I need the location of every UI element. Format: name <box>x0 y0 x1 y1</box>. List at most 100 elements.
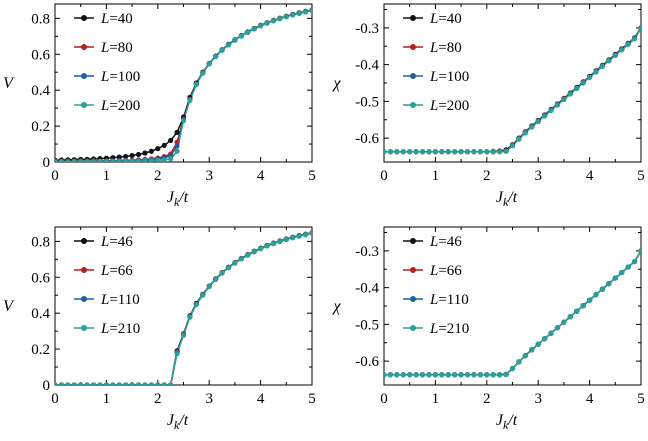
data-point <box>522 130 528 136</box>
y-tick-label: -0.6 <box>355 131 379 147</box>
legend-marker <box>81 238 87 244</box>
data-point <box>535 118 541 125</box>
data-point <box>155 157 161 162</box>
legend-marker <box>410 44 416 50</box>
x-axis-label: Jk/t <box>167 412 189 432</box>
legend-label: L=210 <box>100 321 140 337</box>
data-point <box>522 353 528 359</box>
data-point <box>161 157 167 162</box>
y-tick-label: -0.4 <box>355 58 379 74</box>
data-point <box>529 347 535 353</box>
legend-marker <box>81 102 87 108</box>
data-point <box>400 149 406 155</box>
legend: L=40 L=80 L=100 L=200 <box>403 11 469 114</box>
data-point <box>135 158 142 162</box>
data-point <box>258 246 264 252</box>
x-tick-label: 3 <box>205 168 213 184</box>
data-point <box>593 69 599 75</box>
y-tick-label: 0.4 <box>31 306 50 322</box>
y-tick-label: -0.4 <box>355 281 379 297</box>
data-point <box>407 372 413 378</box>
y-tick-label: 0.4 <box>31 83 50 99</box>
data-point <box>206 61 212 67</box>
data-point <box>574 308 580 314</box>
y-tick-label: -0.3 <box>355 244 379 260</box>
data-point <box>258 23 264 29</box>
panel-b: 0 1 2 3 4 5 -0.6 -0.5 -0.4 -0.3 χ Jk/t L=40 L=80 L=100… <box>331 3 645 209</box>
data-point <box>445 149 451 155</box>
data-point <box>78 382 84 385</box>
x-tick-label: 2 <box>483 168 491 184</box>
data-point <box>174 139 180 145</box>
series-line <box>55 232 312 385</box>
data-point <box>245 252 251 258</box>
data-point <box>387 372 394 378</box>
data-point <box>452 372 458 378</box>
data-point <box>135 382 142 385</box>
data-point <box>110 382 116 385</box>
data-point <box>103 382 109 385</box>
data-point <box>509 143 516 149</box>
data-point <box>464 149 471 155</box>
x-tick-label: 4 <box>586 168 594 184</box>
legend-label: L=110 <box>429 292 469 308</box>
data-point <box>155 146 161 152</box>
data-point <box>55 159 58 162</box>
data-point <box>110 158 116 162</box>
legend-marker <box>410 238 416 244</box>
x-tick-label: 2 <box>154 391 162 407</box>
data-point <box>213 54 219 60</box>
data-point <box>58 159 65 162</box>
data-point <box>283 236 289 243</box>
data-point <box>484 149 490 155</box>
data-point <box>225 42 232 48</box>
data-point <box>593 292 599 298</box>
data-point <box>264 20 270 26</box>
x-tick-label: 5 <box>637 168 645 184</box>
data-point <box>394 372 400 378</box>
data-point <box>419 149 426 155</box>
y-axis-label: χ <box>331 298 341 315</box>
data-point <box>426 149 432 155</box>
y-tick-label: 0 <box>43 378 51 394</box>
data-point <box>606 280 612 287</box>
data-point <box>567 314 573 320</box>
x-tick-label: 1 <box>432 391 440 407</box>
y-tick-label: 0 <box>43 155 51 171</box>
x-tick-label: 4 <box>257 391 265 407</box>
data-point <box>84 159 90 162</box>
legend: L=40 L=80 L=100 L=200 <box>74 11 140 114</box>
x-tick-label: 3 <box>205 391 213 407</box>
data-point <box>161 382 167 385</box>
data-point <box>561 319 567 325</box>
data-point <box>78 159 84 162</box>
data-point <box>516 136 522 142</box>
data-point <box>548 107 554 114</box>
data-point <box>631 258 638 265</box>
data-point <box>638 248 641 254</box>
data-point <box>251 26 257 32</box>
data-point <box>142 158 148 162</box>
data-point <box>219 270 225 276</box>
data-point <box>129 152 135 159</box>
data-point <box>309 7 312 14</box>
data-point <box>270 18 277 24</box>
data-point <box>497 372 503 378</box>
data-point <box>238 256 244 262</box>
data-point <box>90 159 97 162</box>
panel-d: 0 1 2 3 4 5 -0.6 -0.5 -0.4 -0.3 χ Jk/t L=46 L=66 L=110… <box>331 226 645 432</box>
data-point <box>302 9 309 15</box>
panel-c: 0 1 2 3 4 5 0 0.2 0.4 0.6 0.8 V Jk/t L=46 L=66 L=110 L=2… <box>3 226 316 432</box>
legend-label: L=100 <box>100 69 140 85</box>
x-tick-label: 1 <box>103 391 111 407</box>
series-line <box>55 9 312 162</box>
data-point <box>290 12 296 18</box>
y-tick-label: -0.3 <box>355 21 379 37</box>
y-tick-label: -0.6 <box>355 354 379 370</box>
plot-frame <box>54 3 313 163</box>
data-point <box>129 158 135 162</box>
legend: L=46 L=66 L=110 L=210 <box>74 234 140 337</box>
data-point <box>503 371 509 377</box>
legend-label: L=210 <box>429 321 469 337</box>
data-point <box>193 301 199 308</box>
